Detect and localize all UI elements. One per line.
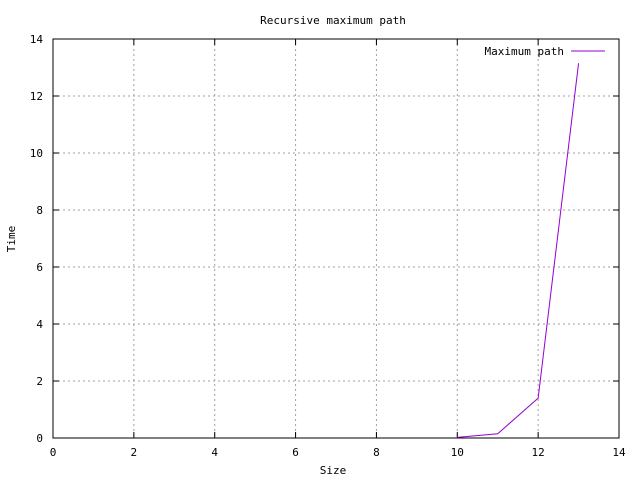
y-tick-label: 6: [36, 261, 43, 274]
x-tick-label: 4: [211, 446, 218, 459]
y-axis-label: Time: [5, 226, 18, 253]
grid-lines: [53, 39, 619, 438]
chart-title: Recursive maximum path: [260, 14, 406, 27]
y-tick-label: 0: [36, 432, 43, 445]
legend: Maximum path: [485, 45, 605, 58]
x-tick-label: 10: [451, 446, 464, 459]
y-tick-labels: 0 2 4 6 8 10 12 14: [30, 33, 44, 445]
x-axis-label: Size: [320, 464, 347, 477]
y-tick-label: 10: [30, 147, 43, 160]
x-tick-label: 8: [373, 446, 380, 459]
plot-frame: [52, 38, 620, 439]
legend-label: Maximum path: [485, 45, 564, 58]
x-tick-labels: 0 2 4 6 8 10 12 14: [50, 446, 626, 459]
axis-ticks: [52, 38, 620, 439]
y-tick-label: 14: [30, 33, 44, 46]
series-line: [457, 63, 580, 438]
y-tick-label: 4: [36, 318, 43, 331]
x-tick-label: 14: [612, 446, 626, 459]
x-tick-label: 6: [292, 446, 299, 459]
y-tick-label: 12: [30, 90, 43, 103]
x-tick-label: 0: [50, 446, 57, 459]
y-tick-label: 8: [36, 204, 43, 217]
series-layer: [457, 63, 580, 438]
y-tick-label: 2: [36, 375, 43, 388]
x-tick-label: 12: [532, 446, 545, 459]
x-tick-label: 2: [131, 446, 138, 459]
